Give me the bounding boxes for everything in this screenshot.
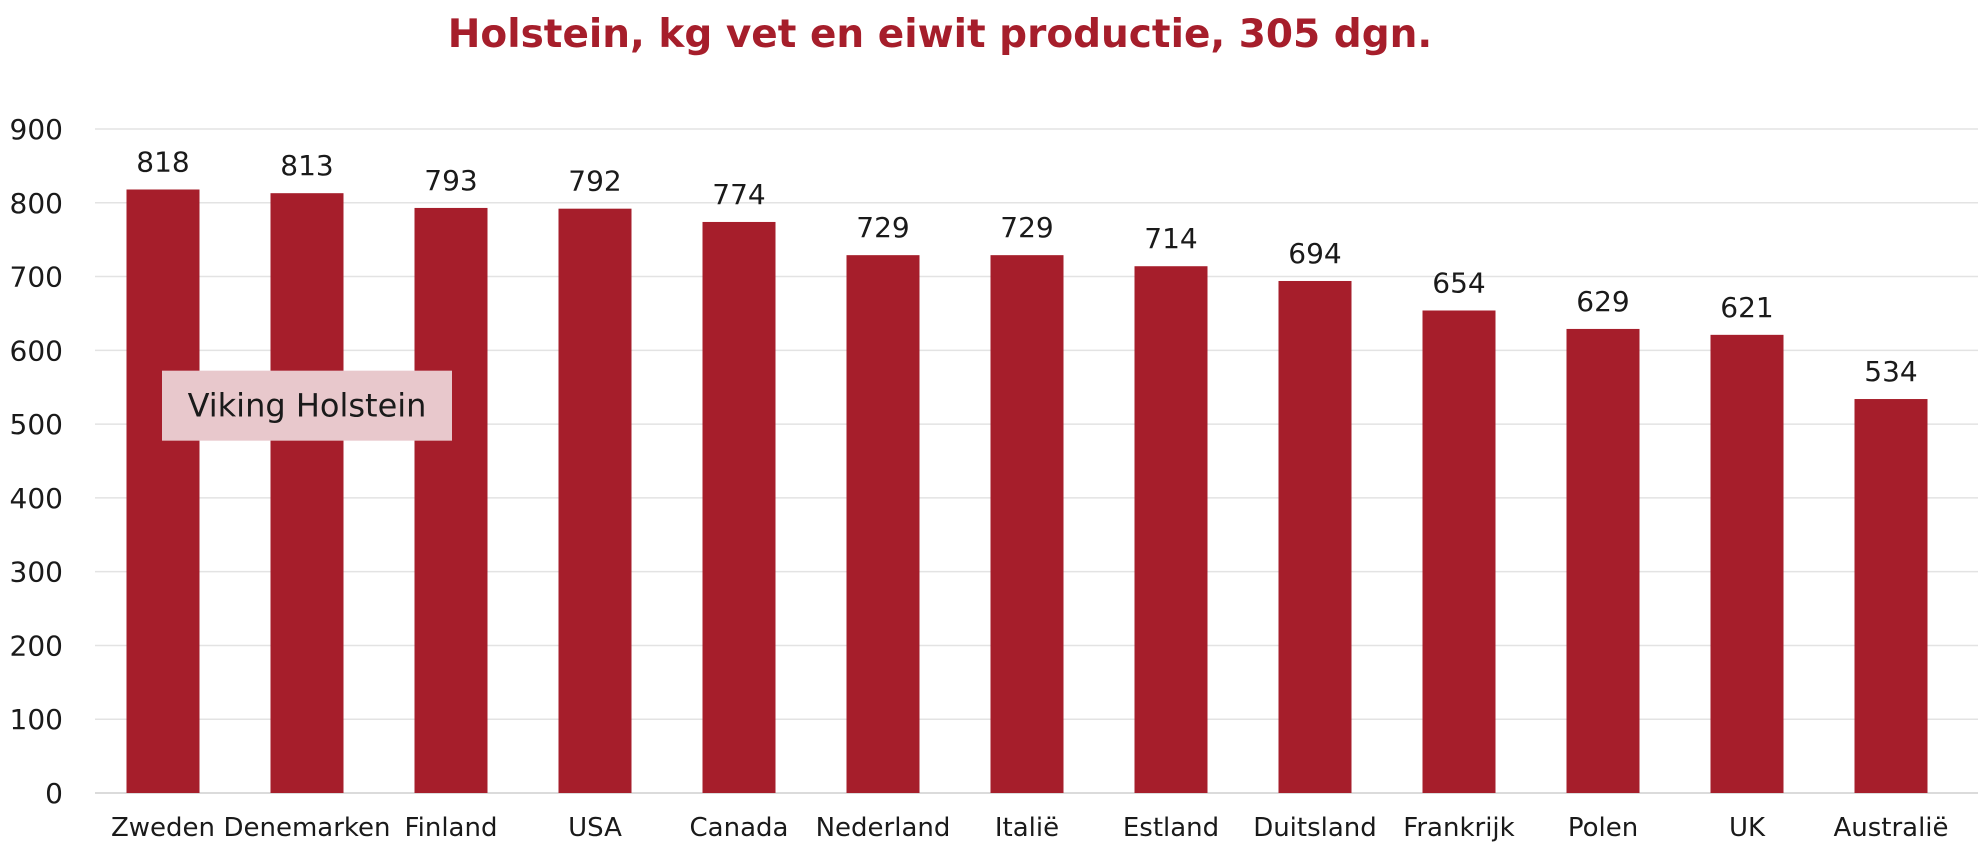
data-label: 792 — [568, 165, 621, 198]
y-tick-label: 500 — [10, 408, 63, 441]
data-label: 813 — [280, 149, 333, 182]
bar-zweden — [126, 189, 200, 793]
category-label: UK — [1729, 813, 1766, 843]
bar-polen — [1566, 328, 1640, 793]
data-label: 729 — [1000, 211, 1053, 244]
category-label: USA — [568, 813, 622, 843]
data-labels: 818 813 793 792 774 729 729 714 694 654 629 621 534 — [136, 145, 1917, 388]
y-tick-label: 400 — [10, 482, 63, 515]
data-label: 818 — [136, 145, 189, 178]
data-label: 793 — [424, 164, 477, 197]
data-label: 694 — [1288, 237, 1341, 270]
category-label: Estland — [1123, 813, 1219, 843]
bar-uk — [1710, 334, 1784, 793]
chart-title: Holstein, kg vet en eiwit productie, 305… — [448, 12, 1432, 57]
annotation-box — [162, 370, 452, 441]
category-label: Canada — [690, 813, 789, 843]
bar-canada — [702, 221, 776, 793]
bar-australië — [1854, 399, 1928, 793]
y-tick-label: 700 — [10, 261, 63, 294]
bar-italië — [990, 255, 1064, 793]
category-label: Finland — [405, 813, 498, 843]
bar-estland — [1134, 266, 1208, 793]
bar-nederland — [846, 255, 920, 793]
category-label: Denemarken — [223, 813, 390, 843]
category-label: Australië — [1833, 813, 1948, 843]
data-label: 654 — [1432, 266, 1485, 299]
bar-usa — [558, 208, 632, 793]
category-label: Zweden — [111, 813, 215, 843]
annotation-label: Viking Holstein — [188, 387, 427, 425]
y-tick-label: 0 — [45, 777, 63, 810]
bars — [126, 189, 1928, 794]
annotation: Viking Holstein — [162, 370, 452, 441]
category-label: Duitsland — [1253, 813, 1377, 843]
bar-finland — [414, 207, 488, 794]
y-tick-label: 600 — [10, 334, 63, 367]
category-label: Frankrijk — [1403, 813, 1514, 843]
bar-denemarken — [270, 193, 344, 794]
y-tick-label: 300 — [10, 556, 63, 589]
category-label: Nederland — [816, 813, 951, 843]
y-axis-ticks: 0 100 200 300 400 500 600 700 800 900 — [10, 113, 63, 810]
data-label: 534 — [1864, 355, 1917, 388]
y-tick-label: 900 — [10, 113, 63, 146]
x-axis-categories: Zweden Denemarken Finland USA Canada Nederlan… — [111, 813, 1949, 843]
data-label: 774 — [712, 178, 765, 211]
data-label: 714 — [1144, 222, 1197, 255]
bar-duitsland — [1278, 280, 1352, 794]
y-tick-label: 200 — [10, 629, 63, 662]
category-label: Italië — [995, 813, 1059, 843]
data-label: 729 — [856, 211, 909, 244]
data-label: 629 — [1576, 285, 1629, 318]
data-label: 621 — [1720, 291, 1773, 324]
y-tick-label: 800 — [10, 187, 63, 220]
bar-frankrijk — [1422, 310, 1496, 793]
y-tick-label: 100 — [10, 703, 63, 736]
category-label: Polen — [1568, 813, 1638, 843]
